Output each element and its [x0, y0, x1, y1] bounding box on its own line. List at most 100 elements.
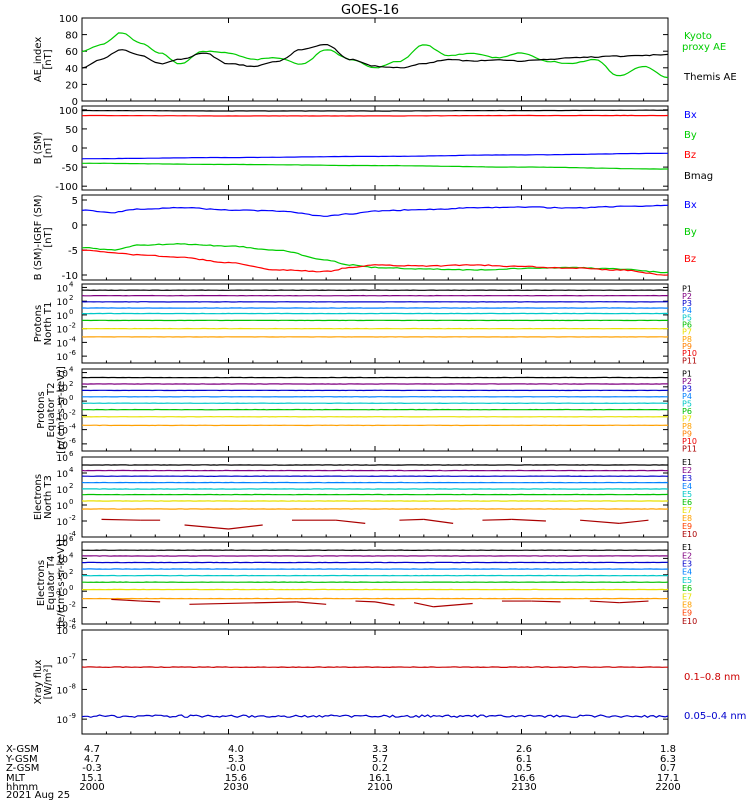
y-axis-label: B (SM): [33, 131, 44, 164]
y-tick-label: 80: [65, 31, 78, 42]
y-tick-label: 10: [57, 454, 69, 464]
series-line-e9: [189, 601, 297, 605]
series-line-e9: [619, 600, 649, 604]
y-tick-label: 10: [57, 284, 69, 294]
y-tick-exponent: -6: [69, 437, 77, 445]
legend-item: P9: [682, 429, 692, 438]
y-tick-exponent: 0: [69, 394, 73, 402]
y-tick-exponent: -2: [69, 408, 76, 416]
y-tick-label: 10: [57, 518, 69, 528]
ephem-value: -0.0: [226, 763, 246, 774]
legend-item: P4: [682, 306, 692, 315]
legend-item: E9: [682, 522, 692, 531]
legend-item: P6: [682, 407, 692, 416]
series-line-e9: [101, 518, 141, 521]
series-line-0-05-0-4-nm: [81, 714, 669, 719]
legend-item: P6: [682, 321, 692, 330]
y-tick-label: 10: [57, 605, 69, 615]
ephem-value: 15.6: [224, 772, 248, 784]
legend-item: E8: [682, 601, 692, 610]
ephem-value: 3.3: [372, 744, 388, 755]
legend-item: By: [684, 130, 697, 141]
series-line-e9: [140, 600, 161, 603]
y-tick-label: -50: [62, 163, 78, 174]
legend-item: E6: [682, 498, 692, 507]
legend-item: P2: [682, 292, 692, 301]
legend-item: P11: [682, 356, 697, 365]
y-axis-label: North T1: [43, 302, 54, 346]
series-line-e9: [228, 524, 263, 530]
legend-item: P3: [682, 385, 692, 394]
series-line-e9: [355, 600, 376, 603]
y-tick-label: 10: [57, 384, 69, 394]
series-line-e9: [296, 601, 327, 605]
ephemeris-row-xgsm: X-GSM 4.7 4.0 3.3 2.6 1.8: [6, 744, 746, 755]
legend-item: Bx: [684, 200, 697, 211]
legend-item: E6: [682, 584, 692, 593]
y-axis-label: Protons: [33, 305, 44, 342]
series-line-kyoto-proxy-ae: [81, 32, 669, 79]
y-axis-label: [p/(cm²-s-sr-keV)]: [56, 366, 67, 454]
legend-item: E2: [682, 551, 692, 560]
y-tick-label: 10: [57, 326, 69, 336]
panel-frame: [81, 17, 669, 102]
y-tick-label: 40: [65, 64, 78, 75]
ephemeris-table: X-GSM 4.7 4.0 3.3 2.6 1.8 Y-GSM 4.7 5.3 …: [6, 744, 746, 800]
row-label: X-GSM: [6, 744, 40, 755]
y-tick-exponent: -4: [69, 617, 77, 625]
y-tick-exponent: -6: [69, 623, 77, 631]
y-axis-label: B (SM)-IGRF (SM): [33, 195, 44, 281]
ephem-value: 16.6: [512, 772, 536, 784]
y-tick-exponent: -2: [69, 601, 76, 609]
ephem-value: 15.1: [80, 772, 104, 784]
ephem-value: 16.1: [368, 772, 392, 784]
legend-item: P8: [682, 422, 692, 431]
ephemeris-row-ygsm: Y-GSM 4.7 5.3 5.7 6.1 6.3: [6, 754, 746, 765]
legend-item: E10: [682, 617, 697, 626]
legend-item: P5: [682, 400, 692, 409]
y-axis-label: [e/(cm²-s-sr-keV)]: [56, 539, 67, 627]
plot-title: GOES-16: [341, 3, 399, 18]
series-line-e9: [580, 519, 620, 524]
y-axis-label: Protons: [36, 391, 47, 428]
y-tick-exponent: -6: [69, 349, 77, 357]
y-tick-exponent: 0: [69, 584, 73, 592]
legend-kyoto: Kyoto: [684, 31, 712, 42]
legend-item: P11: [682, 444, 697, 453]
legend-item: E5: [682, 490, 692, 499]
y-tick-label: 10: [57, 627, 69, 637]
legend-item: E7: [682, 592, 692, 601]
y-tick-exponent: -7: [69, 653, 76, 661]
y-tick-label: 10: [57, 572, 69, 582]
legend-item: P1: [682, 285, 692, 294]
y-tick-exponent: -4: [69, 423, 77, 431]
date-label: 2021 Aug 25: [6, 790, 71, 800]
y-tick-label: 20: [65, 80, 78, 91]
y-axis-label: Electrons: [36, 560, 47, 606]
ephemeris-row-zgsm: Z-GSM -0.3 -0.0 0.2 0.5 0.7: [6, 763, 746, 774]
y-tick-label: 10: [57, 539, 69, 549]
y-tick-exponent: 0: [69, 308, 73, 316]
legend-item: P7: [682, 328, 692, 337]
series-line-e9: [433, 602, 473, 608]
y-tick-label: 10: [57, 502, 69, 512]
y-tick-label: 10: [57, 486, 69, 496]
y-tick-exponent: 4: [69, 466, 74, 474]
series-line-e9: [111, 598, 141, 602]
y-axis-label: [nT]: [43, 138, 54, 158]
series-line-bz: [81, 249, 669, 276]
series-line-e9: [589, 600, 620, 604]
ephem-value: 5.7: [372, 753, 388, 765]
panel-frame: [81, 105, 669, 191]
y-tick-exponent: 4: [69, 366, 74, 374]
y-tick-label: 0: [72, 97, 78, 108]
y-tick-label: 10: [57, 427, 69, 437]
y-tick-label: 0: [72, 221, 78, 232]
y-tick-exponent: -2: [69, 322, 76, 330]
y-tick-label: 100: [59, 106, 78, 117]
time-tick-label: 2130: [511, 782, 537, 793]
y-axis-label: Equator T2: [46, 383, 57, 438]
